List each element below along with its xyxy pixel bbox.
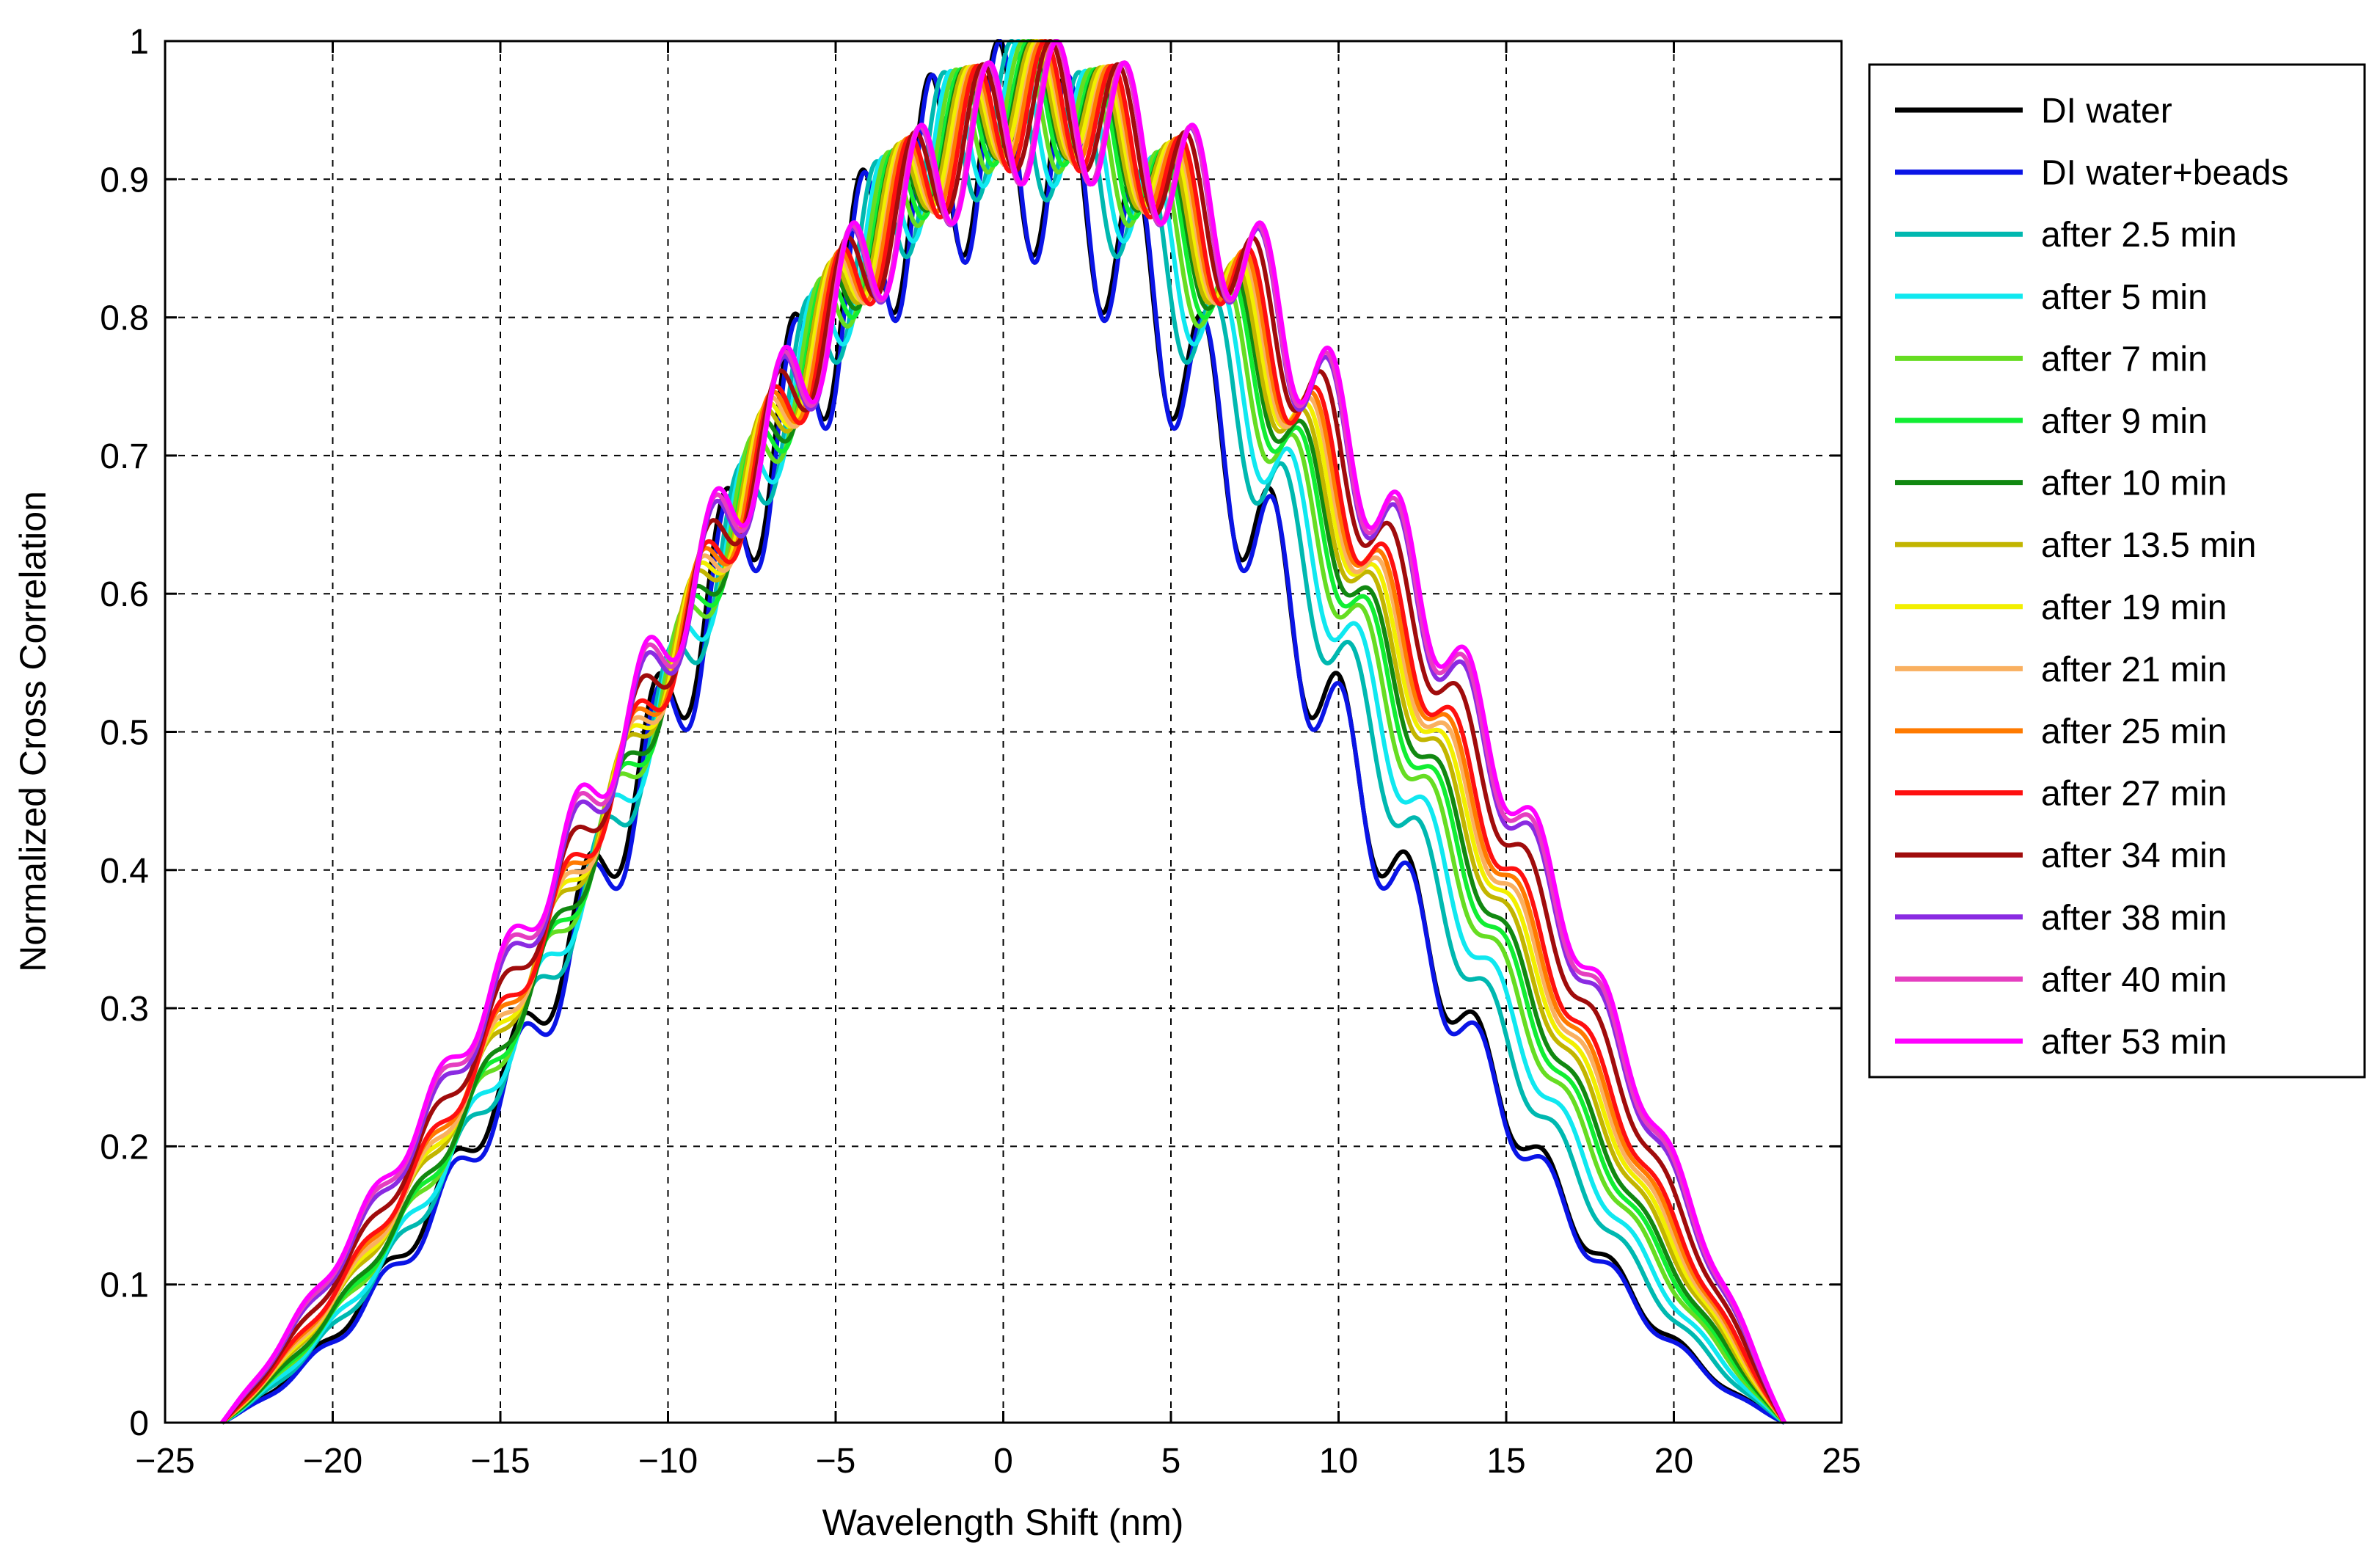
x-tick-label: 15 [1486, 1442, 1525, 1481]
legend-label: after 5 min [2041, 278, 2208, 317]
y-tick-label: 0.2 [100, 1128, 149, 1167]
series-line-15 [220, 39, 1787, 1424]
series-line-2 [221, 39, 1786, 1425]
y-tick-label: 0.7 [100, 437, 149, 476]
x-tick-label: −5 [816, 1442, 856, 1481]
legend-label: after 38 min [2041, 899, 2227, 938]
axis-ticks: −25 −20 −15 −10 −5 0 5 10 15 20 25 0 0.1 0.2 0.3 0.4 0.5… [100, 23, 1861, 1481]
x-tick-label: 20 [1654, 1442, 1693, 1481]
legend-label: after 7 min [2041, 340, 2208, 379]
x-tick-label: −15 [470, 1442, 530, 1481]
legend-label: after 9 min [2041, 402, 2208, 441]
legend-label: after 25 min [2041, 712, 2227, 751]
x-tick-label: 5 [1161, 1442, 1181, 1481]
x-tick-label: 10 [1319, 1442, 1358, 1481]
y-tick-label: 0 [129, 1404, 149, 1443]
x-tick-label: 25 [1822, 1442, 1861, 1481]
legend-label: after 21 min [2041, 650, 2227, 689]
x-tick-label: −25 [135, 1442, 194, 1481]
y-tick-label: 0.4 [100, 852, 149, 891]
y-tick-label: 0.6 [100, 575, 149, 614]
series-line-11 [220, 39, 1786, 1425]
legend-label: DI water+beads [2041, 154, 2289, 193]
legend-label: after 10 min [2041, 464, 2227, 503]
legend: DI water DI water+beads after 2.5 min after… [1868, 63, 2366, 1079]
legend-label: after 27 min [2041, 775, 2227, 814]
legend-label: after 34 min [2041, 836, 2227, 875]
legend-label: after 53 min [2041, 1023, 2227, 1062]
legend-label: after 2.5 min [2041, 216, 2237, 255]
legend-label: DI water [2041, 92, 2172, 131]
y-tick-label: 0.1 [100, 1266, 149, 1305]
grid [165, 41, 1841, 1423]
y-tick-label: 0.8 [100, 299, 149, 338]
legend-label: after 13.5 min [2041, 526, 2256, 565]
x-tick-label: −10 [638, 1442, 698, 1481]
y-tick-label: 0.5 [100, 714, 149, 753]
y-tick-label: 0.3 [100, 990, 149, 1029]
legend-label: after 19 min [2041, 588, 2227, 627]
x-axis-label: Wavelength Shift (nm) [822, 1502, 1184, 1543]
x-tick-label: 0 [993, 1442, 1013, 1481]
y-axis-label: Normalized Cross Correlation [12, 491, 54, 972]
x-tick-label: −20 [303, 1442, 362, 1481]
series-lines [220, 39, 1787, 1425]
y-tick-label: 0.9 [100, 161, 149, 200]
legend-label: after 40 min [2041, 960, 2227, 999]
y-tick-label: 1 [129, 23, 149, 62]
